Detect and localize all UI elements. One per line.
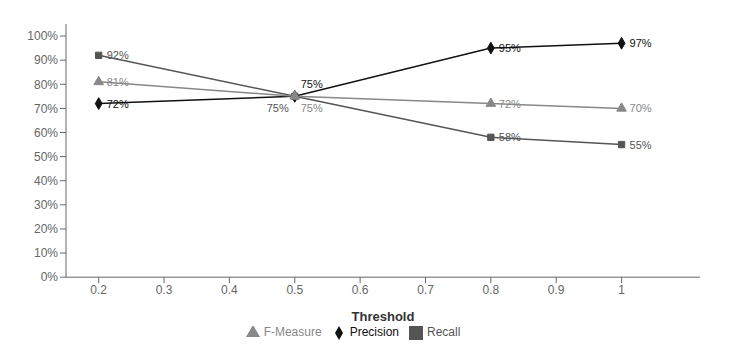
svg-text:30%: 30% bbox=[34, 198, 58, 212]
svg-text:81%: 81% bbox=[107, 76, 129, 88]
svg-text:0.8: 0.8 bbox=[483, 283, 500, 297]
svg-text:90%: 90% bbox=[34, 53, 58, 67]
svg-text:100%: 100% bbox=[27, 29, 58, 43]
svg-text:70%: 70% bbox=[630, 102, 652, 114]
svg-text:70%: 70% bbox=[34, 102, 58, 116]
svg-text:0.4: 0.4 bbox=[221, 283, 238, 297]
svg-text:40%: 40% bbox=[34, 174, 58, 188]
svg-text:0.5: 0.5 bbox=[286, 283, 303, 297]
svg-text:50%: 50% bbox=[34, 150, 58, 164]
svg-text:1: 1 bbox=[618, 283, 625, 297]
svg-text:58%: 58% bbox=[499, 131, 521, 143]
svg-text:97%: 97% bbox=[630, 37, 652, 49]
svg-text:95%: 95% bbox=[499, 42, 521, 54]
html-text:Precision: Precision bbox=[349, 325, 399, 340]
svg-text:92%: 92% bbox=[107, 49, 129, 61]
svg-text:75%: 75% bbox=[301, 102, 323, 114]
svg-text:60%: 60% bbox=[34, 126, 58, 140]
svg-text:0.2: 0.2 bbox=[90, 283, 107, 297]
svg-text:75%: 75% bbox=[301, 78, 323, 90]
svg-text:80%: 80% bbox=[34, 78, 58, 92]
svg-text:10%: 10% bbox=[34, 246, 58, 260]
svg-text:75%: 75% bbox=[267, 102, 289, 114]
svg-text:Threshold: Threshold bbox=[352, 309, 415, 324]
svg-text:0.7: 0.7 bbox=[417, 283, 434, 297]
svg-text:0.9: 0.9 bbox=[548, 283, 565, 297]
svg-text:72%: 72% bbox=[107, 98, 129, 110]
html-text:F-Measure: F-Measure bbox=[263, 325, 322, 340]
svg-text:0%: 0% bbox=[41, 270, 59, 284]
html-text:Recall: Recall bbox=[427, 325, 461, 340]
svg-text:72%: 72% bbox=[499, 98, 521, 110]
svg-text:55%: 55% bbox=[630, 139, 652, 151]
svg-text:0.6: 0.6 bbox=[352, 283, 369, 297]
svg-text:0.3: 0.3 bbox=[156, 283, 173, 297]
svg-text:20%: 20% bbox=[34, 222, 58, 236]
